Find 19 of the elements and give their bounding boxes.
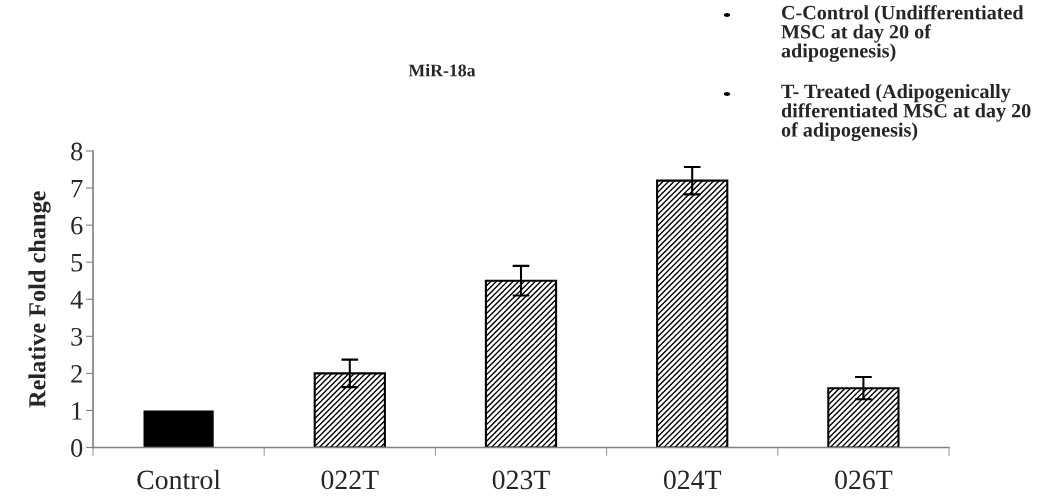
y-axis-title: Relative Fold change xyxy=(28,191,51,408)
x-tick-label: 024T xyxy=(663,470,722,490)
y-tick-label: 0 xyxy=(71,439,83,457)
x-tick-label: 023T xyxy=(492,470,550,490)
x-tick-label: 022T xyxy=(321,470,379,490)
y-tick-label: 3 xyxy=(71,327,83,346)
y-tick-label: 8 xyxy=(71,142,83,161)
y-tick-label: 7 xyxy=(71,179,83,198)
y-tick-label: 2 xyxy=(71,365,82,383)
y-tick-label: 5 xyxy=(71,254,83,272)
chart-title: MiR-18a xyxy=(408,63,476,77)
y-tick-label: 6 xyxy=(71,216,83,235)
text: T- Treated (Adipogenically differentiated MSC at day 20 of adipogenesis) xyxy=(781,84,1031,141)
x-tick-label: 026T xyxy=(835,470,893,490)
bar xyxy=(143,410,214,448)
y-tick-label: 4 xyxy=(70,291,83,309)
text: C-Control (Undifferentiated MSC at day 20 of adipogenesis) xyxy=(781,5,1024,62)
x-tick-label: Control xyxy=(137,469,221,490)
y-tick-label: 1 xyxy=(72,402,82,420)
